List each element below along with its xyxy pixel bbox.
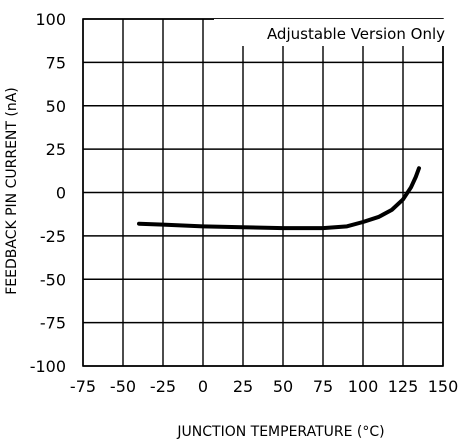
y-tick-label: -50 xyxy=(40,270,66,289)
y-tick-label: -25 xyxy=(40,227,66,246)
y-tick-label: 0 xyxy=(56,184,66,203)
y-tick-label: 50 xyxy=(46,97,66,116)
annotation-label: Adjustable Version Only xyxy=(267,25,445,43)
x-tick-label: -50 xyxy=(110,377,136,396)
y-tick-label: 75 xyxy=(46,53,66,72)
y-tick-label: 25 xyxy=(46,140,66,159)
y-tick-label: -75 xyxy=(40,314,66,333)
plot-layer xyxy=(137,166,421,231)
y-tick-labels: 100 75 50 25 0 -25 -50 -75 -100 xyxy=(30,10,66,376)
annotation-background xyxy=(214,19,446,46)
x-tick-label: -25 xyxy=(150,377,176,396)
x-tick-labels: -75 -50 -25 0 25 50 75 100 125 150 xyxy=(70,377,458,396)
x-tick-label: 150 xyxy=(428,377,459,396)
x-tick-label: 75 xyxy=(313,377,333,396)
x-tick-label: 125 xyxy=(388,377,419,396)
x-tick-label: 50 xyxy=(273,377,293,396)
x-axis-title: JUNCTION TEMPERATURE (°C) xyxy=(176,424,384,440)
y-axis-title: FEEDBACK PIN CURRENT (nA) xyxy=(4,87,20,295)
x-tick-label: 100 xyxy=(348,377,379,396)
grid-layer xyxy=(82,18,444,367)
y-tick-label: -100 xyxy=(30,357,66,376)
x-tick-label: -75 xyxy=(70,377,96,396)
y-tick-label: 100 xyxy=(35,10,66,29)
x-tick-label: 25 xyxy=(233,377,253,396)
x-tick-label: 0 xyxy=(198,377,208,396)
series-line xyxy=(137,166,421,231)
